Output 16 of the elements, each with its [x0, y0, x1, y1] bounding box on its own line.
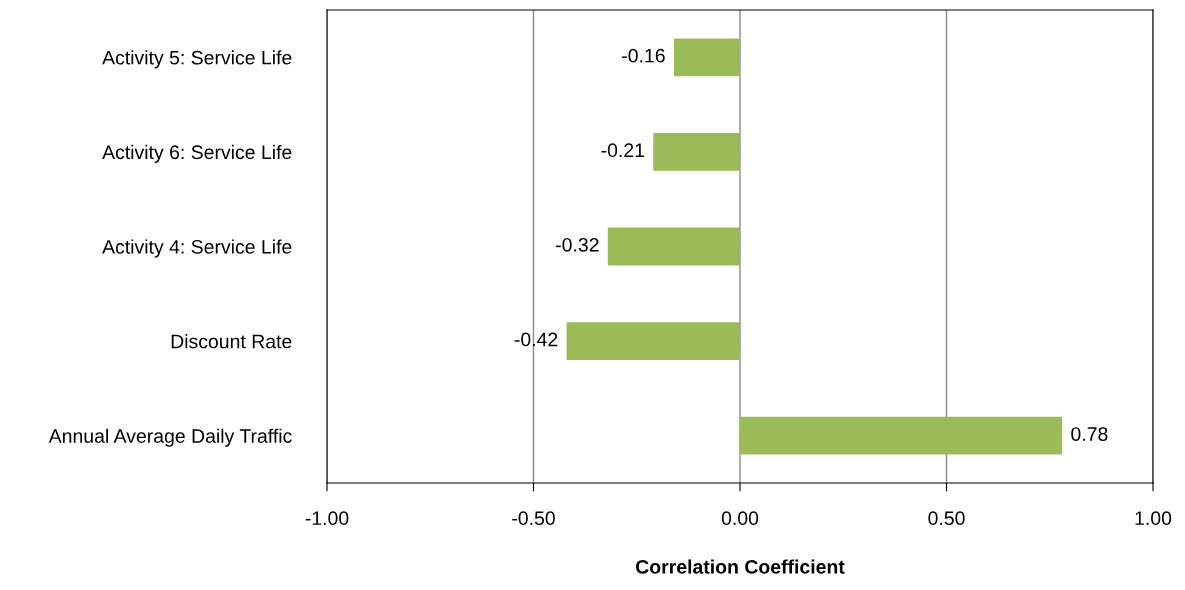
- x-tick-label: -0.50: [512, 511, 555, 526]
- data-label: 0.78: [1071, 427, 1108, 441]
- y-tick-label: Activity 5: Service Life: [102, 50, 292, 69]
- y-tick-label: Discount Rate: [171, 334, 292, 349]
- data-label: -0.42: [514, 332, 558, 347]
- y-tick-label: Annual Average Daily Traffic: [48, 428, 292, 447]
- x-tick-label: 0.50: [928, 511, 965, 526]
- data-label: -0.16: [622, 48, 665, 63]
- data-label: -0.32: [556, 237, 599, 252]
- data-label: -0.21: [601, 143, 644, 158]
- x-tick-label: -1.00: [305, 511, 349, 526]
- y-tick-label: Activity 4: Service Life: [102, 239, 292, 258]
- x-tick-label: 0.00: [721, 511, 759, 526]
- y-tick-label: Activity 6: Service Life: [102, 144, 292, 163]
- x-axis-title: Correlation Coefficient: [636, 559, 845, 574]
- x-tick-label: 1.00: [1135, 511, 1172, 526]
